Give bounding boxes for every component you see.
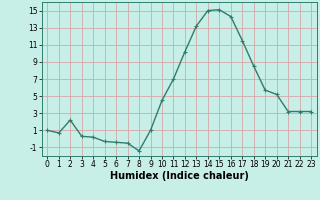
X-axis label: Humidex (Indice chaleur): Humidex (Indice chaleur)	[110, 171, 249, 181]
